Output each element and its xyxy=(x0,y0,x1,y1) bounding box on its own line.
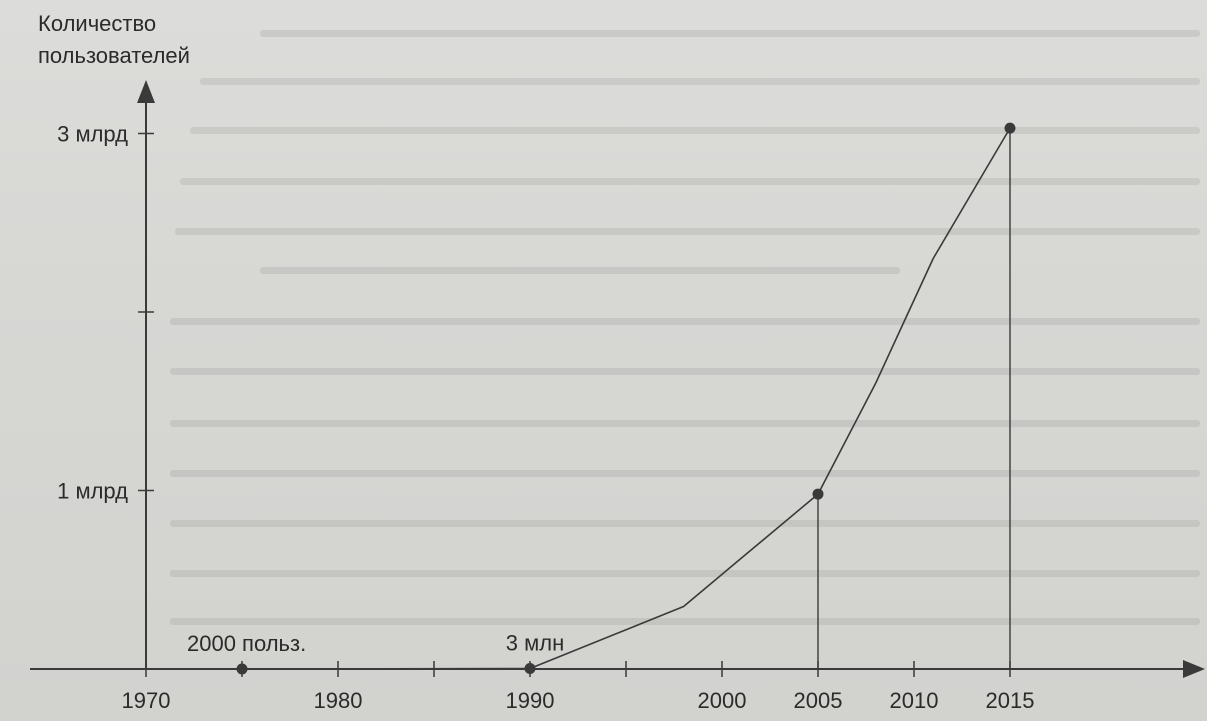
background-text-bleed xyxy=(180,178,1200,185)
background-text-bleed xyxy=(200,78,1200,85)
background-text-bleed xyxy=(260,30,1200,37)
y-tick-label: 3 млрд xyxy=(57,122,128,147)
background-text-bleed xyxy=(170,318,1200,325)
data-point-marker xyxy=(524,662,536,674)
background-text-bleed xyxy=(170,520,1200,527)
series-group xyxy=(241,127,1011,670)
markers xyxy=(236,122,1016,675)
x-tick-label: 1990 xyxy=(506,688,555,713)
x-tick-label: 2000 xyxy=(698,688,747,713)
background-text-bleed xyxy=(170,570,1200,577)
drop-lines xyxy=(817,128,1011,669)
x-tick-label: 2005 xyxy=(794,688,843,713)
data-point-label: 2000 польз. xyxy=(187,631,306,656)
data-point-label: 3 млн xyxy=(506,630,564,655)
x-axis-arrow xyxy=(1183,660,1205,678)
background-text-bleed xyxy=(175,228,1200,235)
y-axis-arrow xyxy=(137,80,155,103)
axes xyxy=(30,80,1205,678)
background-text-bleed xyxy=(260,267,900,274)
background-text-bleed xyxy=(170,368,1200,375)
y-tick-label: 1 млрд xyxy=(57,479,128,504)
x-tick-label: 1980 xyxy=(314,688,363,713)
series-line xyxy=(241,127,1011,670)
data-point-marker xyxy=(236,663,248,675)
x-tick-label: 2010 xyxy=(890,688,939,713)
y-axis-title: Количество пользователей xyxy=(38,11,190,68)
x-tick-label: 1970 xyxy=(122,688,171,713)
background-text-bleed xyxy=(170,420,1200,427)
x-tick-label: 2015 xyxy=(986,688,1035,713)
data-point-marker xyxy=(812,488,824,500)
background-text-bleed xyxy=(190,127,1200,134)
tick-labels: 1970 1980 1990 2000 2005 2010 2015 1 млрд 3 млрд… xyxy=(57,122,1034,714)
background-text-bleed xyxy=(170,470,1200,477)
background-text-bleed xyxy=(170,618,1200,625)
data-point-marker xyxy=(1004,122,1016,134)
